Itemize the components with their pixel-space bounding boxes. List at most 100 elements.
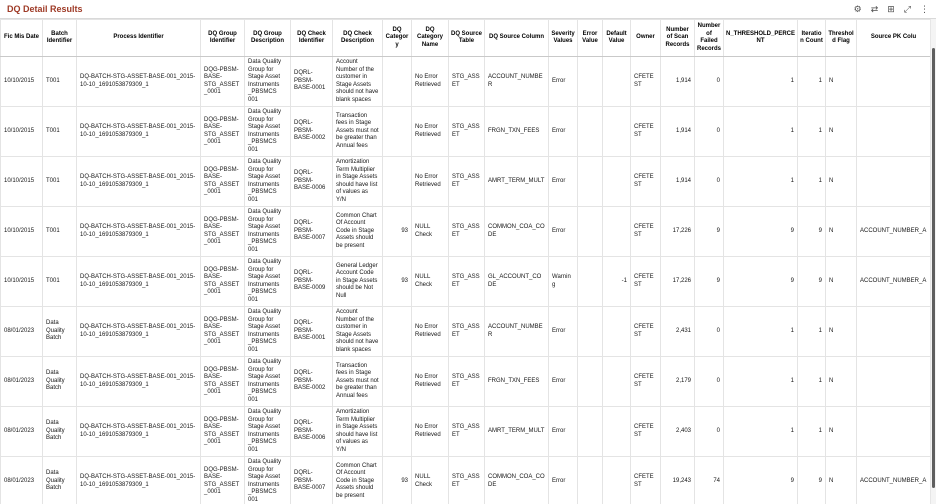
column-header-source_pk_column[interactable]: Source PK Colu (856, 19, 930, 57)
column-header-dq_group_description[interactable]: DQ Group Description (244, 19, 291, 57)
cell-process_identifier: DQ-BATCH-STG-ASSET-BASE-001_2015-10-10_1… (76, 406, 201, 457)
column-header-dq_category_name[interactable]: DQ Category Name (411, 19, 449, 57)
gear-icon[interactable]: ⚙ (853, 3, 862, 14)
column-header-iteration_count[interactable]: Iteration Count (797, 19, 826, 57)
cell-source_pk_column (856, 356, 930, 407)
cell-iteration_count: 1 (797, 156, 826, 207)
column-header-threshold_flag[interactable]: Threshold Flag (825, 19, 857, 57)
cell-dq_check_description: Common Chart Of Account Code in Stage As… (332, 206, 383, 257)
cell-dq_category_name: NULL Check (411, 256, 449, 307)
cell-dq_category (382, 56, 412, 107)
column-header-dq_source_table[interactable]: DQ Source Table (448, 19, 485, 57)
cell-source_pk_column: ACCOUNT_NUMBER_A (856, 256, 930, 307)
cell-dq_group_description: Data Quality Group for Stage Asset Instr… (244, 306, 291, 357)
cell-process_identifier: DQ-BATCH-STG-ASSET-BASE-001_2015-10-10_1… (76, 206, 201, 257)
cell-dq_check_description: Amortization Term Multiplier in Stage As… (332, 156, 383, 207)
cell-fic_mis_date: 08/01/2023 (0, 356, 43, 407)
cell-iteration_count: 1 (797, 306, 826, 357)
cell-batch_identifier: Data Quality Batch (42, 406, 77, 457)
cell-default_value (602, 106, 631, 157)
cell-dq_check_identifier: DQRL-PBSM-BASE-0007 (290, 206, 333, 257)
grid-view-icon[interactable]: ⊞ (887, 3, 895, 14)
cell-dq_check_identifier: DQRL-PBSM-BASE-0006 (290, 406, 333, 457)
cell-dq_category_name: No Error Retrieved (411, 306, 449, 357)
cell-dq_group_identifier: DQG-PBSM-BASE-STG_ASSET_0001 (200, 206, 245, 257)
cell-severity_values: Error (548, 456, 578, 504)
cell-dq_category: 93 (382, 456, 412, 504)
cell-owner: CFETEST (630, 156, 661, 207)
cell-dq_source_table: STG_ASSET (448, 256, 485, 307)
column-header-dq_check_identifier[interactable]: DQ Check Identifier (290, 19, 333, 57)
cell-dq_source_table: STG_ASSET (448, 456, 485, 504)
cell-default_value (602, 356, 631, 407)
cell-dq_source_column: AMRT_TERM_MULT (484, 406, 549, 457)
swap-columns-icon[interactable]: ⇄ (870, 3, 879, 14)
cell-source_pk_column (856, 56, 930, 107)
cell-dq_check_identifier: DQRL-PBSM-BASE-0006 (290, 156, 333, 207)
column-header-dq_category[interactable]: DQ Category (382, 19, 412, 57)
cell-dq_category (382, 156, 412, 207)
column-header-batch_identifier[interactable]: Batch Identifier (42, 19, 77, 57)
column-header-dq_group_identifier[interactable]: DQ Group Identifier (200, 19, 245, 57)
cell-error_value (577, 356, 603, 407)
cell-dq_source_table: STG_ASSET (448, 156, 485, 207)
cell-default_value (602, 206, 631, 257)
column-header-error_value[interactable]: Error Value (577, 19, 603, 57)
cell-error_value (577, 256, 603, 307)
column-header-owner[interactable]: Owner (630, 19, 661, 57)
column-header-number_of_failed_records[interactable]: Number of Failed Records (694, 19, 724, 57)
column-header-dq_check_description[interactable]: DQ Check Description (332, 19, 383, 57)
cell-dq_category (382, 306, 412, 357)
column-header-process_identifier[interactable]: Process Identifier (76, 19, 201, 57)
cell-process_identifier: DQ-BATCH-STG-ASSET-BASE-001_2015-10-10_1… (76, 456, 201, 504)
kebab-menu-icon[interactable]: ⋮ (920, 3, 929, 14)
column-header-fic_mis_date[interactable]: Fic Mis Date (0, 19, 43, 57)
column-header-number_of_scan_records[interactable]: Number of Scan Records (660, 19, 695, 57)
cell-dq_group_identifier: DQG-PBSM-BASE-STG_ASSET_0001 (200, 306, 245, 357)
cell-dq_group_identifier: DQG-PBSM-BASE-STG_ASSET_0001 (200, 406, 245, 457)
table-head: Fic Mis Date Batch Identifier Process Iden… (0, 19, 930, 57)
cell-number_of_scan_records: 17,226 (660, 256, 695, 307)
column-header-default_value[interactable]: Default Value (602, 19, 631, 57)
cell-iteration_count: 9 (797, 206, 826, 257)
cell-number_of_failed_records: 9 (694, 206, 724, 257)
cell-process_identifier: DQ-BATCH-STG-ASSET-BASE-001_2015-10-10_1… (76, 156, 201, 207)
cell-owner: CFETEST (630, 56, 661, 107)
cell-default_value (602, 456, 631, 504)
expand-icon[interactable]: ⤢ (903, 3, 911, 14)
cell-number_of_failed_records: 0 (694, 306, 724, 357)
cell-dq_group_identifier: DQG-PBSM-BASE-STG_ASSET_0001 (200, 356, 245, 407)
cell-error_value (577, 156, 603, 207)
cell-n_threshold_percent: 1 (723, 306, 798, 357)
cell-owner: CFETEST (630, 256, 661, 307)
cell-number_of_scan_records: 19,243 (660, 456, 695, 504)
cell-dq_source_table: STG_ASSET (448, 56, 485, 107)
cell-dq_check_description: Account Number of the customer in Stage … (332, 306, 383, 357)
cell-source_pk_column: ACCOUNT_NUMBER_A (856, 206, 930, 257)
cell-number_of_scan_records: 1,914 (660, 56, 695, 107)
column-header-severity_values[interactable]: Severity Values (548, 19, 578, 57)
cell-dq_category: 93 (382, 206, 412, 257)
scrollbar-thumb[interactable] (932, 48, 935, 488)
cell-iteration_count: 1 (797, 106, 826, 157)
cell-number_of_failed_records: 0 (694, 406, 724, 457)
cell-process_identifier: DQ-BATCH-STG-ASSET-BASE-001_2015-10-10_1… (76, 106, 201, 157)
cell-dq_source_column: ACCOUNT_NUMBER (484, 56, 549, 107)
cell-dq_check_identifier: DQRL-PBSM-BASE-0002 (290, 106, 333, 157)
cell-owner: CFETEST (630, 406, 661, 457)
cell-dq_category_name: No Error Retrieved (411, 56, 449, 107)
cell-number_of_failed_records: 0 (694, 356, 724, 407)
cell-threshold_flag: N (825, 356, 857, 407)
cell-dq_category (382, 106, 412, 157)
column-header-n_threshold_percent[interactable]: N_THRESHOLD_PERCENT (723, 19, 798, 57)
cell-iteration_count: 1 (797, 406, 826, 457)
vertical-scrollbar[interactable] (930, 19, 936, 504)
column-header-dq_source_column[interactable]: DQ Source Column (484, 19, 549, 57)
cell-dq_source_column: GL_ACCOUNT_CODE (484, 256, 549, 307)
cell-dq_category: 93 (382, 256, 412, 307)
cell-dq_source_column: COMMON_COA_CODE (484, 456, 549, 504)
cell-number_of_failed_records: 0 (694, 156, 724, 207)
cell-dq_source_column: FRGN_TXN_FEES (484, 356, 549, 407)
cell-n_threshold_percent: 1 (723, 356, 798, 407)
cell-fic_mis_date: 10/10/2015 (0, 156, 43, 207)
